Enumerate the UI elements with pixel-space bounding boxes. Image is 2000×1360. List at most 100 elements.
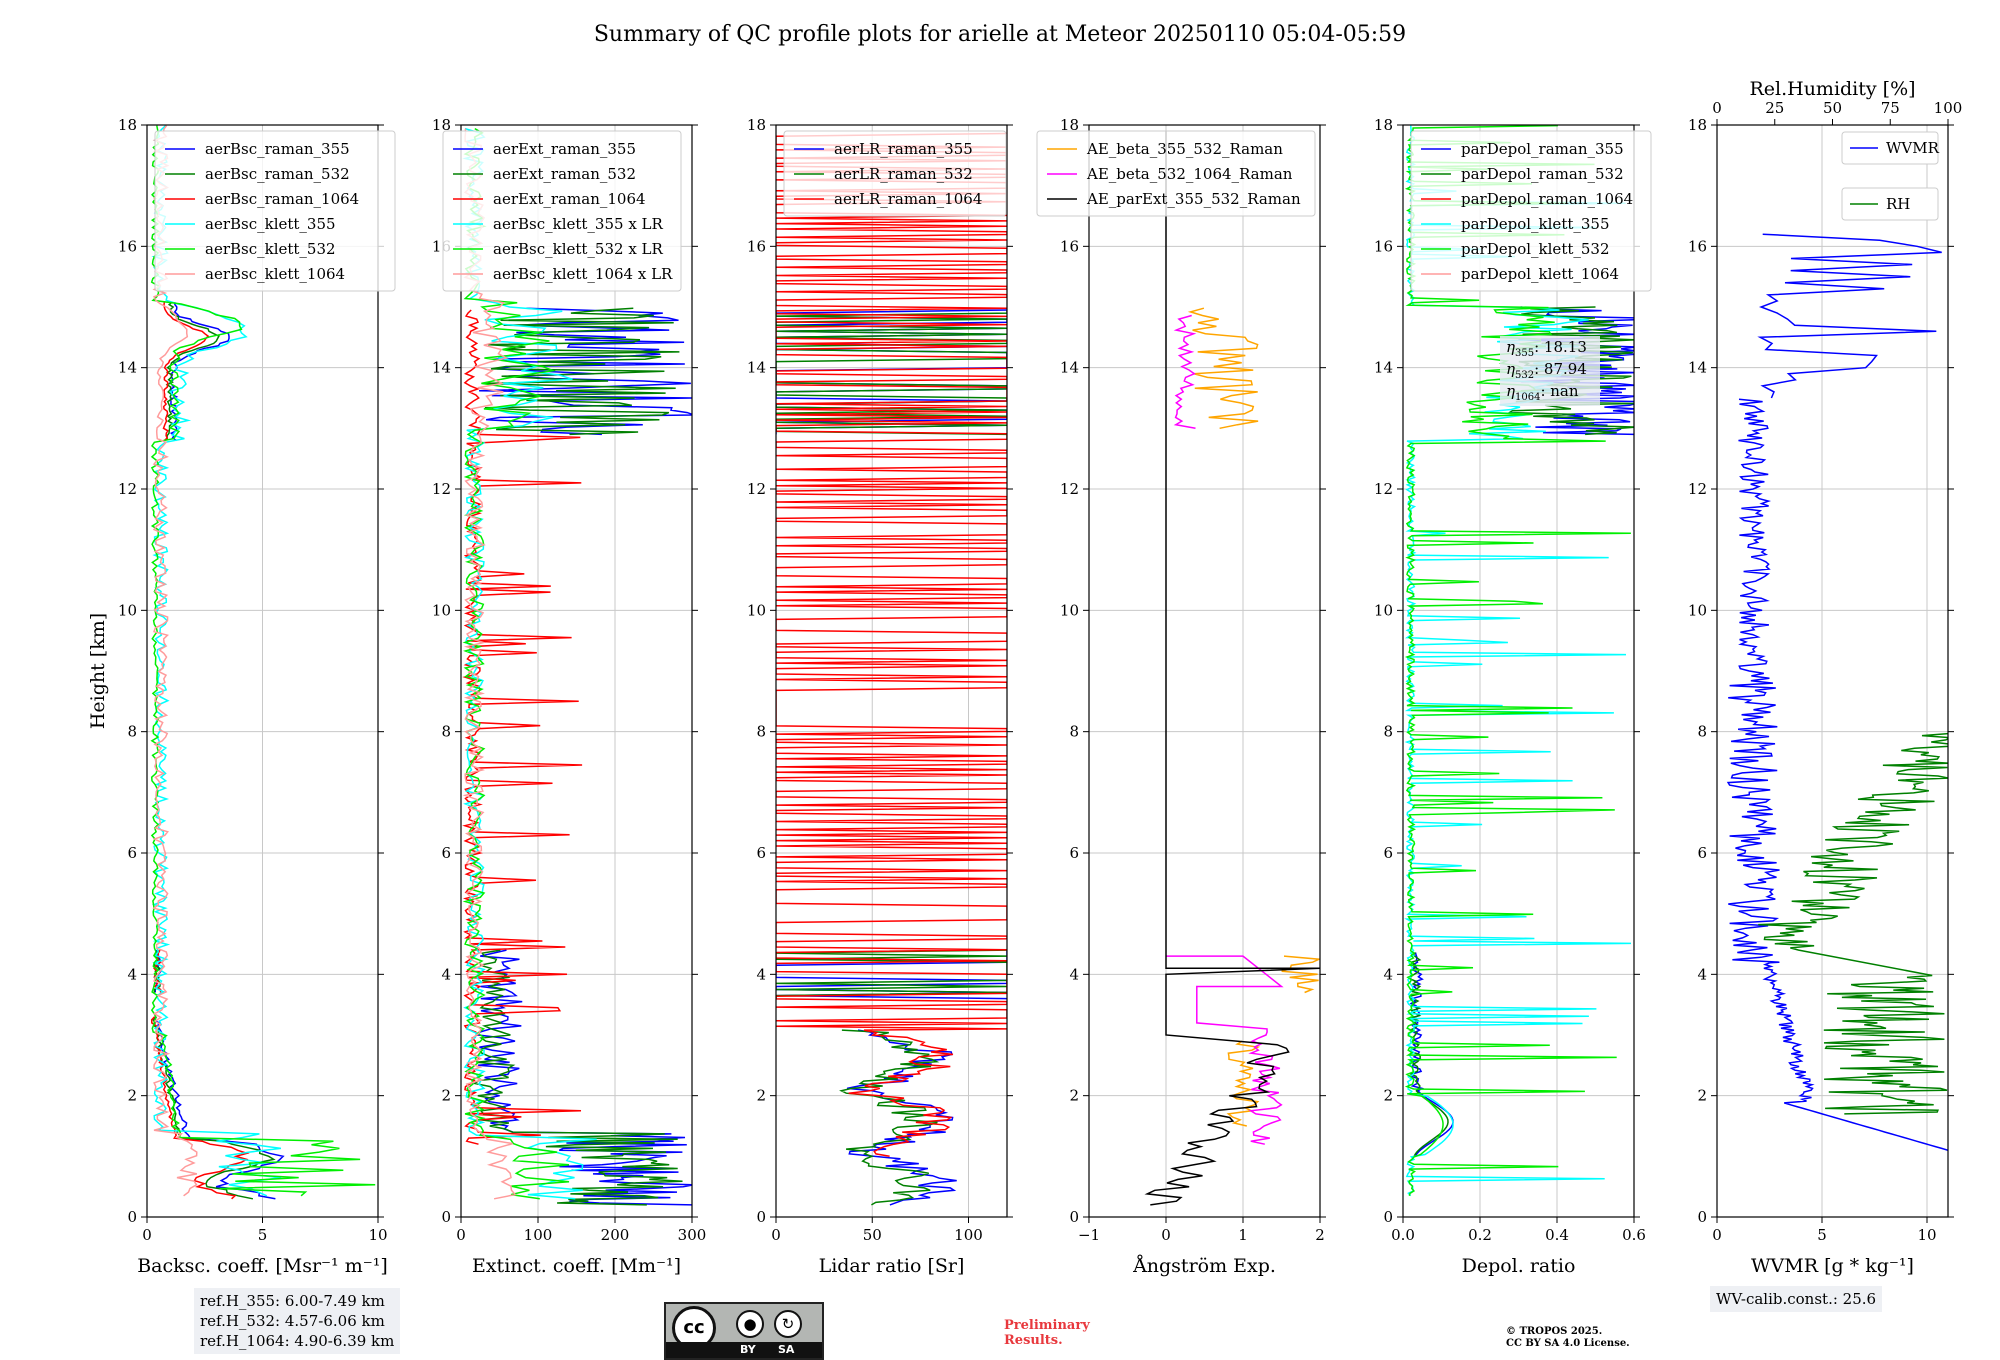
axes-frame [775,124,1008,1218]
y-tick-label: 0 [441,1208,451,1226]
series-aerExt_raman_355 [476,307,692,1206]
y-tick-label: 12 [1374,480,1393,498]
y-tick-label: 14 [1060,359,1079,377]
preliminary-line-1: Preliminary [1004,1318,1090,1333]
y-tick-label: 14 [1374,359,1393,377]
y-tick-label: 18 [118,116,137,134]
series-RH [1758,732,1948,1115]
x-tick-label: −1 [1078,1226,1100,1244]
y-tick-label: 8 [1383,723,1393,741]
legend-box [442,130,682,292]
y-tick-label: 6 [441,844,451,862]
x-tick-label: 5 [258,1226,268,1244]
legend-label: aerBsc_raman_355 [205,140,350,158]
x-tick-label: 10 [1917,1226,1936,1244]
series-aerBsc_klett_1064 x LR [462,128,517,1200]
cc-license-badge: cc ● ↻ BY SA [664,1302,824,1360]
legend-label: aerBsc_raman_1064 [205,190,359,208]
series-AE_beta_532_1064_Raman [1166,314,1284,1145]
y-tick-label: 10 [1374,601,1393,619]
y-tick-label: 12 [1688,480,1707,498]
y-tick-label: 2 [756,1087,766,1105]
series-aerBsc_raman_355 [153,302,285,1200]
legend-label: aerBsc_klett_532 [205,240,336,258]
x-tick-label: 0.2 [1468,1226,1492,1244]
legend-label: parDepol_klett_355 [1461,215,1610,233]
y-tick-label: 14 [1688,359,1707,377]
legend-label: AE_parExt_355_532_Raman [1086,190,1301,208]
cc-sa-label: SA [778,1343,795,1356]
legend-label: aerExt_raman_1064 [493,190,646,208]
legend-label: parDepol_klett_532 [1461,240,1610,258]
y-tick-label: 14 [118,359,137,377]
legend-label: aerBsc_klett_355 [205,215,336,233]
y-tick-label: 8 [127,723,137,741]
series-parDepol_klett_532 [1404,125,1631,1196]
series-AE_beta_355_532_Raman [1187,307,1320,1127]
y-tick-label: 16 [1374,237,1393,255]
y-tick-label: 10 [1060,601,1079,619]
y-tick-label: 10 [118,601,137,619]
y-tick-label: 2 [1383,1087,1393,1105]
y-tick-label: 12 [432,480,451,498]
legend-label: aerLR_raman_1064 [834,190,982,208]
x-tick-label: 0.0 [1391,1226,1415,1244]
x-tick-label: 100 [954,1226,983,1244]
y-tick-label: 0 [1697,1208,1707,1226]
legend-box [1036,130,1316,217]
x-axis-label: Depol. ratio [1462,1255,1576,1277]
x-tick-label: 0.6 [1622,1226,1646,1244]
top-x-tick-label: 0 [1712,99,1722,117]
top-x-tick-label: 50 [1823,99,1842,117]
x-tick-label: 1 [1238,1226,1248,1244]
cc-by-label: BY [740,1343,756,1356]
y-tick-label: 16 [1060,237,1079,255]
legend-label: aerBsc_klett_355 x LR [493,215,664,233]
x-tick-label: 5 [1817,1226,1827,1244]
legend-box [1841,131,1939,165]
legend-label: AE_beta_355_532_Raman [1086,140,1283,158]
y-tick-label: 2 [127,1087,137,1105]
by-person-icon: ● [736,1310,764,1338]
x-tick-label: 0 [142,1226,152,1244]
y-tick-label: 18 [1374,116,1393,134]
y-tick-label: 6 [756,844,766,862]
y-tick-label: 4 [127,965,137,983]
x-tick-label: 0 [771,1226,781,1244]
series-aerLR_raman_1064 [776,132,1007,1158]
y-tick-label: 12 [747,480,766,498]
copyright-line-2: CC BY SA 4.0 License. [1506,1338,1630,1349]
x-axis-label: Ångström Exp. [1132,1255,1276,1277]
y-tick-label: 18 [432,116,451,134]
legend-label: RH [1886,195,1910,213]
legend-label: aerBsc_raman_532 [205,165,350,183]
y-tick-label: 10 [747,601,766,619]
copyright-note: © TROPOS 2025. CC BY SA 4.0 License. [1506,1326,1630,1350]
ref-height-355: ref.H_355: 6.00-7.49 km [200,1292,385,1310]
legend-label: aerExt_raman_355 [493,140,636,158]
panel-bsc: 0 2 4 6 8 10 12 14 16 18 0 5 10 Backsc. coeff. [Msr⁻¹… [118,116,396,1277]
x-axis-label: WVMR [g * kg⁻¹] [1751,1255,1914,1277]
series-AE_parExt_355_532_Raman [1144,131,1320,1206]
y-tick-label: 4 [1069,965,1079,983]
y-tick-label: 8 [441,723,451,741]
y-tick-label: 18 [1688,116,1707,134]
eta-532: η532: 87.94 [1506,360,1587,381]
axes-frame [1402,124,1635,1218]
eta-1064: η1064: nan [1506,382,1579,403]
legend-label: aerLR_raman_532 [834,165,973,183]
y-tick-label: 2 [1697,1087,1707,1105]
legend-box [1410,130,1652,292]
top-axis-label: Rel.Humidity [%] [1749,78,1915,100]
x-tick-label: 200 [601,1226,630,1244]
x-tick-label: 0 [1161,1226,1171,1244]
series-parDepol_klett_355 [1404,125,1632,1197]
y-tick-label: 16 [747,237,766,255]
figure-title: Summary of QC profile plots for arielle … [593,22,1407,47]
legend-box [154,130,396,292]
legend-label: aerLR_raman_355 [834,140,973,158]
legend-label: parDepol_raman_355 [1461,140,1624,158]
panel-lr: 0 2 4 6 8 10 12 14 16 18 0 50 100 Lidar ratio [Sr] aer… [747,116,1013,1277]
